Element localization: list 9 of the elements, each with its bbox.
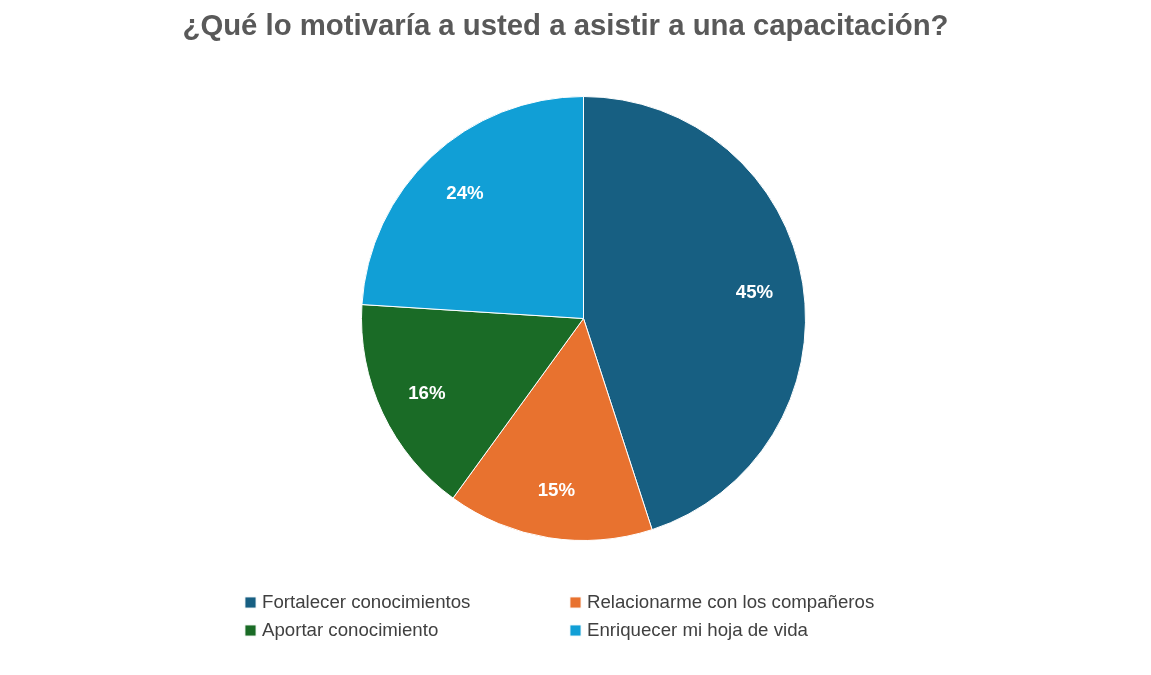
- data-label: 24%: [446, 181, 485, 203]
- data-label: 45%: [735, 280, 774, 302]
- legend-label: Fortalecer conocimientos: [262, 591, 472, 613]
- chart-title: ¿Qué lo motivaría a usted a asistir a una capacitación?: [182, 7, 949, 41]
- data-label: 15%: [537, 479, 576, 501]
- legend-label: Relacionarme con los compañeros: [587, 591, 876, 613]
- data-label: 16%: [408, 381, 446, 403]
- legend-label: Enriquecer mi hoja de vida: [587, 619, 809, 641]
- legend-label: Aportar conocimiento: [262, 619, 440, 641]
